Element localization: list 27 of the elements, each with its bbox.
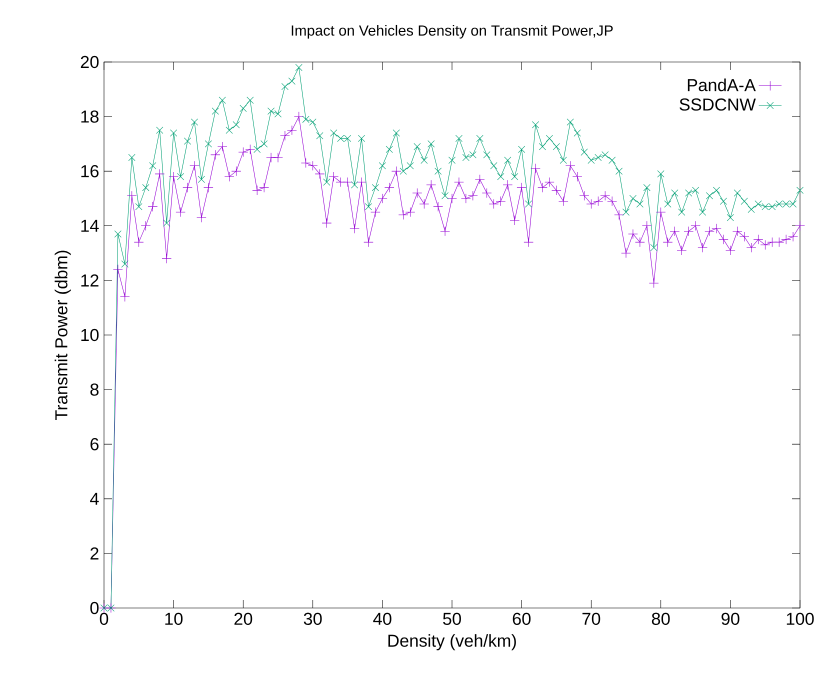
- y-tick-label: 20: [80, 56, 99, 68]
- chart-title: Impact on Vehicles Density on Transmit Power,JP: [292, 24, 613, 39]
- x-tick-label: 30: [304, 612, 322, 625]
- y-tick-label: 10: [81, 328, 99, 342]
- x-tick-label: 80: [652, 612, 670, 625]
- y-tick-label: 12: [81, 274, 98, 286]
- x-tick-label: 90: [722, 612, 740, 625]
- x-tick-label: 0: [100, 612, 108, 625]
- y-tick-label: 16: [81, 165, 99, 178]
- x-tick-label: 40: [373, 612, 392, 625]
- x-tick-label: 70: [582, 612, 600, 625]
- x-axis-title: Density (veh/km): [388, 634, 516, 650]
- y-tick-label: 6: [90, 438, 99, 450]
- legend-label: PandA-A: [688, 78, 756, 92]
- y-tick-label: 14: [81, 220, 99, 232]
- x-tick-label: 50: [443, 612, 461, 625]
- y-tick-label: 0: [90, 602, 99, 614]
- y-tick-label: 4: [90, 492, 99, 505]
- y-tick-label: 18: [81, 110, 99, 123]
- x-tick-label: 10: [165, 612, 183, 625]
- x-tick-label: 20: [234, 612, 252, 625]
- y-tick-label: 2: [90, 547, 98, 560]
- y-axis-title: Transmit Power (dbm): [54, 250, 71, 420]
- y-tick-label: 8: [90, 383, 99, 396]
- legend-label: SSDCNW: [680, 98, 756, 111]
- x-tick-label: 100: [786, 612, 814, 625]
- x-tick-label: 60: [512, 612, 531, 625]
